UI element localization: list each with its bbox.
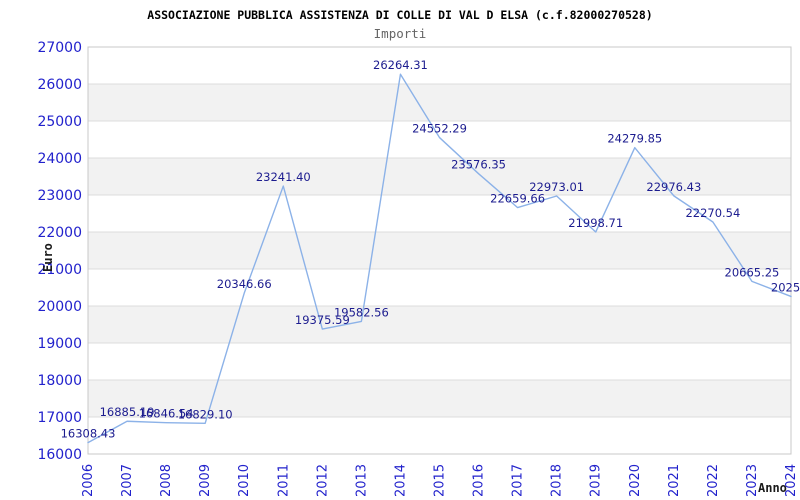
y-tick-label: 18000 (37, 373, 82, 389)
x-tick-label: 2017 (511, 464, 526, 497)
x-tick-label: 2008 (159, 464, 174, 497)
x-tick-label: 2015 (433, 464, 448, 497)
point-label: 22659.66 (490, 192, 545, 206)
x-tick-label: 2021 (667, 464, 682, 497)
point-label: 26264.31 (373, 58, 428, 72)
chart-subtitle: Importi (373, 26, 427, 41)
x-tick-label: 2010 (237, 464, 252, 497)
y-tick-label: 20000 (37, 299, 82, 315)
point-label: 24279.85 (607, 132, 662, 146)
y-tick-label: 24000 (37, 151, 82, 167)
x-tick-label: 2012 (315, 464, 330, 497)
y-tick-label: 23000 (37, 188, 82, 204)
x-tick-label: 2013 (354, 464, 369, 497)
y-tick-label: 19000 (37, 336, 82, 352)
grid-lines (88, 83, 791, 418)
x-tick-label: 2006 (81, 464, 96, 497)
point-label: 16885.19 (100, 405, 155, 419)
x-tick-label: 2016 (472, 464, 487, 497)
x-tick-label: 2011 (276, 464, 291, 497)
x-tick-label: 2018 (550, 464, 565, 497)
point-label: 22976.43 (646, 180, 701, 194)
point-label: 20258. (771, 280, 800, 294)
y-tick-label: 27000 (37, 40, 82, 56)
x-tick-label: 2022 (706, 464, 721, 497)
point-label: 22973.01 (529, 180, 584, 194)
point-label: 23241.40 (256, 170, 311, 184)
x-tick-label: 2020 (628, 464, 643, 497)
y-axis-labels: 16000 17000 18000 19000 20000 21000 22000 23000… (37, 40, 82, 463)
plot-bands (88, 47, 791, 454)
point-label: 22270.54 (685, 206, 740, 220)
point-label: 24552.29 (412, 122, 467, 136)
y-tick-label: 17000 (37, 410, 82, 426)
point-label: 19375.59 (295, 313, 350, 327)
x-tick-label: 2014 (393, 464, 408, 497)
x-tick-label: 2007 (120, 464, 135, 497)
point-label: 21998.71 (568, 216, 623, 230)
x-tick-label: 2023 (745, 464, 760, 497)
x-tick-label: 2019 (589, 464, 604, 497)
y-tick-label: 22000 (37, 225, 82, 241)
x-axis-labels: 2006 2007 2008 2009 2010 2011 2012 2013 2014 2015… (81, 464, 799, 497)
plot-border (87, 46, 792, 455)
x-axis-title: Anno (758, 481, 787, 495)
point-label: 19582.56 (334, 305, 389, 319)
point-label: 16308.43 (61, 427, 116, 441)
x-tick-label: 2024 (784, 464, 799, 497)
y-axis-title: Euro (41, 243, 55, 272)
chart-title: ASSOCIAZIONE PUBBLICA ASSISTENZA DI COLL… (147, 8, 653, 22)
x-tick-label: 2009 (198, 464, 213, 497)
y-tick-label: 16000 (37, 447, 82, 463)
point-label: 16829.10 (178, 407, 233, 421)
x-axis-title-text: Anno (758, 481, 787, 495)
y-tick-label: 21000 (37, 262, 82, 278)
point-label: 20665.25 (725, 265, 780, 279)
y-tick-label: 26000 (37, 77, 82, 93)
point-label: 20346.66 (217, 277, 272, 291)
point-label: 23576.35 (451, 158, 506, 172)
y-axis-title-text: Euro (41, 243, 55, 272)
y-tick-label: 25000 (37, 114, 82, 130)
data-line (87, 73, 792, 444)
point-label: 16846.54 (139, 407, 194, 421)
